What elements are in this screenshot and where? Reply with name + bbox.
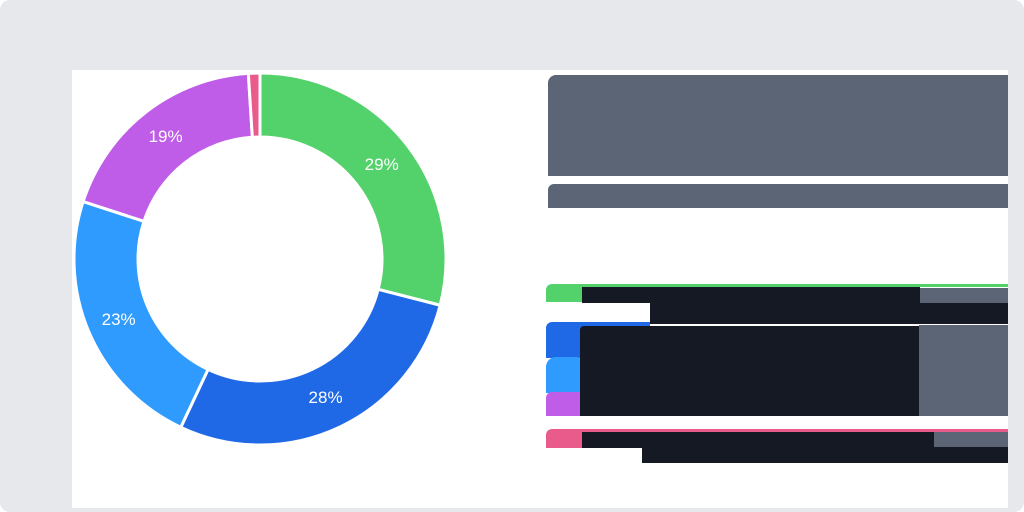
donut-chart: 29% 28% 23% 19%: [72, 71, 448, 447]
legend-label-block-1: [582, 287, 920, 303]
legend-swatch-3[interactable]: [546, 357, 582, 393]
legend-label-block-5: [582, 432, 934, 448]
legend-value-block-1: [920, 288, 1008, 304]
legend-value-block-2: [919, 325, 1008, 416]
legend-dark-band-bottom: [642, 447, 1008, 463]
chart-title-block: [548, 75, 1008, 176]
legend-dark-band: [650, 303, 1008, 324]
slice-percent-label: 19%: [148, 127, 183, 147]
legend-label-block-2: [580, 326, 920, 416]
donut-slice[interactable]: [258, 71, 448, 308]
slice-percent-label: 23%: [101, 310, 136, 330]
donut-slice[interactable]: [72, 199, 211, 430]
legend-swatch-5[interactable]: [546, 429, 582, 448]
donut-slice[interactable]: [246, 71, 262, 139]
donut-svg: [72, 71, 448, 447]
donut-slice[interactable]: [178, 287, 442, 447]
legend-value-block-5: [934, 432, 1008, 448]
legend-divider-pink: [582, 429, 1008, 432]
donut-slice[interactable]: [81, 71, 254, 224]
legend-divider-green: [582, 284, 1008, 287]
slice-percent-label: 29%: [364, 154, 399, 174]
chart-subtitle-block: [548, 184, 1008, 208]
legend-swatch-1[interactable]: [546, 284, 582, 302]
slice-percent-label: 28%: [308, 388, 343, 408]
legend-swatch-4[interactable]: [546, 392, 582, 416]
